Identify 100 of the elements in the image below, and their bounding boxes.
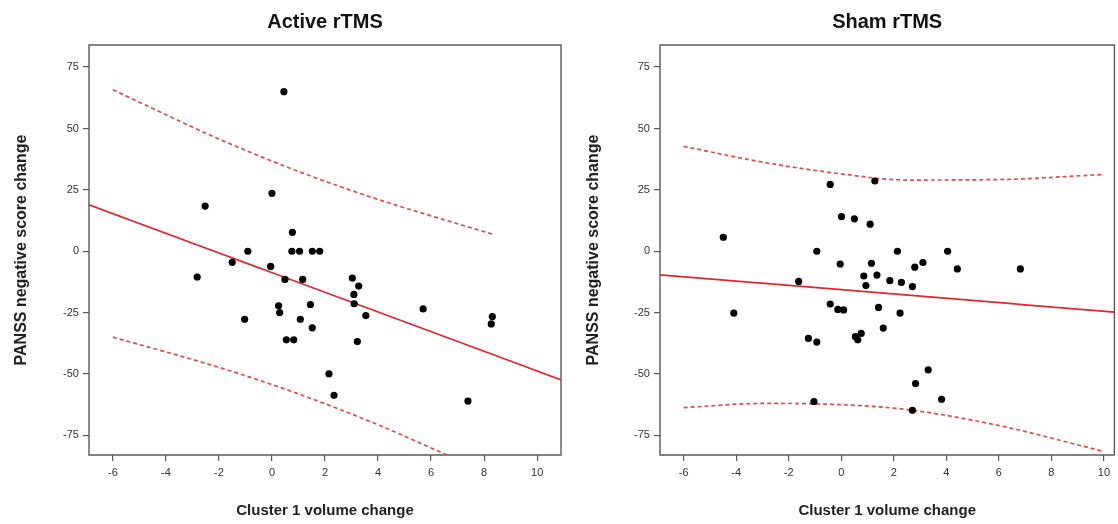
point (804, 334, 812, 342)
point (419, 305, 427, 313)
y-tick-label: 25 (66, 182, 79, 195)
x-tick-label: -4 (161, 465, 171, 478)
point (953, 265, 961, 273)
point (228, 258, 236, 266)
point (316, 247, 324, 255)
y-tick-label: -75 (634, 428, 650, 441)
point (276, 309, 284, 317)
point (840, 306, 848, 314)
point (201, 202, 209, 210)
point (288, 228, 296, 236)
x-tick-label: 4 (374, 465, 382, 478)
point (795, 277, 803, 286)
point (886, 277, 894, 285)
point (308, 324, 316, 332)
y-axis-title: PANSS negative score change (12, 134, 30, 366)
point (871, 177, 879, 185)
point (244, 247, 252, 255)
y-tick-label: 50 (637, 121, 650, 134)
point (350, 290, 358, 299)
point (826, 180, 834, 189)
x-tick-label: 2 (321, 465, 329, 478)
point (362, 311, 370, 320)
point (944, 247, 952, 255)
x-tick-label: -6 (678, 465, 689, 478)
point (308, 247, 316, 255)
x-tick-label: 0 (268, 465, 276, 478)
x-tick-label: 4 (943, 465, 950, 478)
y-tick-label: 75 (66, 60, 79, 73)
y-tick-label: 75 (637, 60, 650, 73)
point (874, 303, 883, 312)
point (290, 336, 298, 344)
point (896, 309, 904, 317)
x-tick-label: 10 (1097, 465, 1111, 478)
point (268, 189, 276, 197)
point (862, 282, 870, 290)
point (350, 300, 358, 308)
x-axis-title: Cluster 1 volume change (236, 501, 414, 519)
point (826, 300, 834, 308)
line-series (112, 336, 448, 455)
point (241, 315, 249, 323)
x-tick-label: 8 (481, 465, 488, 478)
y-tick-label: -25 (63, 305, 79, 318)
x-tick-label: 6 (995, 465, 1002, 478)
point (267, 262, 275, 271)
point (193, 273, 201, 281)
point (719, 233, 727, 241)
point (348, 274, 356, 282)
x-tick-label: 2 (890, 465, 897, 478)
y-tick-label: 0 (72, 244, 79, 257)
point (937, 395, 946, 403)
point (288, 247, 296, 255)
y-tick-label: 50 (66, 121, 79, 134)
x-tick-label: 8 (1048, 465, 1055, 478)
y-tick-label: -25 (634, 305, 650, 318)
point (275, 302, 283, 310)
point (919, 258, 927, 267)
x-tick-label: -4 (731, 465, 742, 478)
point (325, 370, 333, 378)
point (908, 282, 917, 291)
y-tick-label: 25 (637, 182, 650, 195)
point (836, 260, 844, 268)
y-tick-label: -50 (63, 367, 79, 380)
y-tick-label: 0 (643, 244, 650, 257)
point (860, 272, 868, 280)
point (730, 309, 738, 317)
point (488, 312, 496, 321)
point (908, 406, 917, 414)
point (810, 397, 818, 406)
x-tick-label: -2 (214, 465, 224, 478)
point (911, 379, 920, 388)
line-series (112, 88, 493, 235)
point (299, 275, 307, 284)
x-tick-label: 10 (531, 465, 544, 478)
point (924, 366, 932, 374)
y-tick-label: -75 (63, 428, 79, 441)
line-series (682, 145, 1103, 181)
point (296, 315, 304, 323)
point (911, 263, 919, 271)
x-tick-label: -6 (107, 465, 118, 478)
point (813, 338, 821, 346)
point (281, 275, 289, 284)
chart-title: Sham rTMS (832, 9, 943, 32)
point (355, 282, 363, 290)
point (813, 247, 821, 255)
point (295, 247, 304, 255)
point (330, 391, 338, 399)
point (487, 320, 495, 328)
point (1016, 265, 1024, 273)
line-series (682, 402, 1103, 452)
x-tick-label: 6 (428, 465, 435, 478)
x-tick-label: -2 (783, 465, 794, 478)
point (306, 300, 315, 309)
x-tick-label: 0 (838, 465, 845, 478)
point (282, 336, 290, 344)
point (280, 88, 288, 96)
point (464, 397, 472, 405)
point (897, 278, 905, 287)
point (857, 329, 865, 338)
